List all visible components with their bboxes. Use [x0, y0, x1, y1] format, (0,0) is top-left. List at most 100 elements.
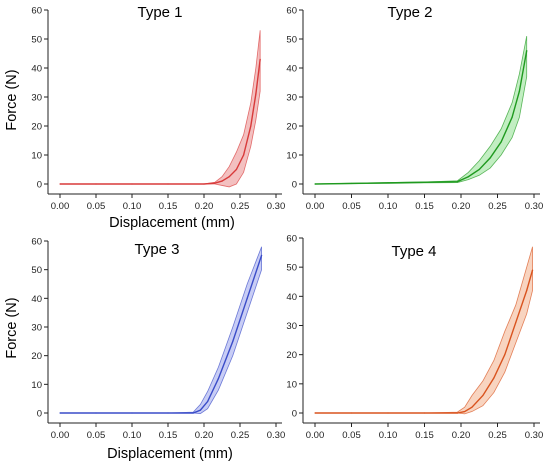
- y-axis-label-bottom: Force (N): [4, 297, 20, 358]
- x-tick-label: 0.05: [342, 430, 361, 441]
- confidence-band: [60, 246, 262, 414]
- y-tick-label: 50: [286, 35, 297, 46]
- y-tick-label: 20: [286, 350, 297, 361]
- x-tick-label: 0.30: [267, 201, 286, 212]
- data-point: [207, 400, 209, 403]
- data-point: [203, 183, 205, 185]
- x-tick-label: 0.00: [306, 201, 325, 212]
- data-point: [95, 183, 97, 185]
- data-point: [387, 412, 389, 414]
- confidence-band: [60, 30, 261, 188]
- x-tick-label: 0.00: [51, 201, 70, 212]
- x-tick-label: 0.15: [415, 201, 434, 212]
- y-tick-label: 20: [286, 122, 297, 133]
- x-tick-label: 0.10: [123, 201, 142, 212]
- x-tick-label: 0.30: [525, 430, 544, 441]
- data-point: [423, 412, 426, 414]
- x-tick-label: 0.20: [195, 201, 214, 212]
- data-point: [471, 406, 473, 408]
- y-tick-label: 30: [31, 323, 42, 334]
- data-point: [464, 410, 466, 413]
- y-tick-label: 10: [286, 379, 297, 390]
- x-tick-label: 0.15: [159, 201, 178, 212]
- panel-type-4: Type 4 0 10 20 30 40 50 60 0.00 0.05 0.10 0.15 0.20…: [286, 234, 543, 442]
- y-tick-label: 10: [286, 151, 297, 162]
- y-tick-label: 60: [286, 6, 297, 17]
- data-point: [526, 289, 528, 292]
- data-point: [467, 176, 469, 178]
- data-point: [482, 394, 484, 397]
- panel-type-3: Type 3 0 10 20 30 40 50 60 0.00 0.05 0.10 0.15 0.20…: [31, 237, 285, 442]
- data-point: [500, 141, 502, 143]
- data-point: [95, 412, 97, 414]
- data-point: [350, 412, 353, 414]
- y-tick-label: 10: [31, 380, 42, 391]
- y-tick-label: 50: [286, 263, 297, 274]
- data-point: [232, 340, 234, 342]
- x-tick-label: 0.30: [267, 430, 286, 441]
- x-tick-label: 0.20: [452, 201, 471, 212]
- data-point: [504, 354, 506, 356]
- panel-type-1: Type 1 0 10 20 30 40 50 60 0.00 0.05 0.10 0.15 0.20…: [31, 4, 285, 212]
- data-point: [199, 409, 201, 411]
- data-point: [489, 157, 491, 159]
- x-tick-label: 0.00: [306, 430, 325, 441]
- y-tick-label: 40: [286, 64, 297, 75]
- data-point: [246, 297, 248, 299]
- data-point: [526, 50, 528, 52]
- panel-type-2: Type 2 0 10 20 30 40 50 60 0.00 0.05 0.10 0.15 0.20…: [286, 4, 543, 212]
- mean-line: [315, 269, 534, 414]
- y-tick-label: 60: [31, 237, 42, 248]
- confidence-band: [315, 246, 533, 415]
- x-axis-label-top: Displacement (mm): [109, 215, 235, 231]
- data-point: [314, 183, 316, 185]
- data-point: [167, 183, 169, 185]
- data-point: [511, 116, 513, 118]
- y-tick-label: 60: [31, 6, 42, 17]
- data-point: [192, 412, 194, 414]
- y-axis-label-top: Force (N): [4, 69, 20, 130]
- x-tick-label: 0.10: [379, 430, 398, 441]
- data-point: [243, 154, 245, 156]
- y-tick-label: 20: [31, 122, 42, 133]
- data-point: [350, 182, 353, 185]
- y-tick-label: 50: [31, 265, 42, 276]
- x-axis-label-bottom: Displacement (mm): [107, 446, 233, 462]
- y-tick-label: 30: [286, 321, 297, 332]
- x-tick-label: 0.30: [525, 201, 544, 212]
- data-point: [167, 412, 169, 414]
- data-point: [235, 168, 237, 171]
- data-point: [221, 180, 223, 182]
- data-point: [59, 412, 61, 414]
- panel-title: Type 2: [387, 4, 432, 21]
- y-tick-label: 40: [286, 292, 297, 303]
- y-tick-label: 0: [37, 409, 42, 420]
- y-tick-label: 60: [286, 234, 297, 245]
- confidence-band: [314, 36, 528, 185]
- data-point: [259, 58, 261, 60]
- x-tick-label: 0.25: [488, 201, 507, 212]
- x-tick-label: 0.00: [51, 430, 70, 441]
- x-tick-label: 0.20: [195, 430, 214, 441]
- mean-line: [314, 50, 528, 185]
- y-tick-label: 30: [286, 93, 297, 104]
- x-tick-label: 0.05: [87, 430, 106, 441]
- y-tick-label: 20: [31, 351, 42, 362]
- y-tick-label: 0: [292, 409, 297, 420]
- y-tick-label: 10: [31, 151, 42, 162]
- data-point: [214, 182, 216, 184]
- x-tick-label: 0.15: [159, 430, 178, 441]
- x-tick-label: 0.10: [123, 430, 142, 441]
- data-point: [131, 412, 133, 414]
- data-point: [493, 377, 495, 379]
- data-point: [456, 181, 458, 183]
- data-point: [261, 254, 263, 256]
- x-tick-label: 0.25: [231, 201, 250, 212]
- y-tick-label: 40: [31, 294, 42, 305]
- data-point: [387, 182, 389, 184]
- data-point: [255, 93, 257, 95]
- data-point: [250, 125, 252, 127]
- x-tick-label: 0.15: [415, 430, 434, 441]
- x-tick-label: 0.10: [379, 201, 398, 212]
- x-tick-label: 0.20: [452, 430, 471, 441]
